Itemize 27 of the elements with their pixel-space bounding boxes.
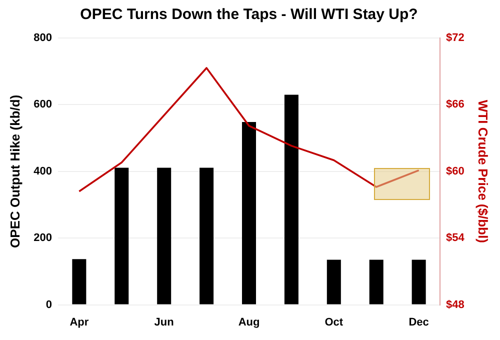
bar [284,94,298,304]
bar [72,259,86,304]
y2-tick-label: $48 [446,298,464,311]
y-tick-label: 400 [34,165,52,178]
bar [157,168,172,304]
y2-axis-title: WTI Crude Price ($/bbl) [476,100,491,243]
y-axis-title: OPEC Output Hike (kb/d) [7,94,22,248]
y2-tick-label: $54 [446,232,466,244]
x-tick-label: Oct [324,316,344,328]
x-tick-label: Apr [70,316,90,328]
chart-title: OPEC Turns Down the Taps - Will WTI Stay Up? [80,6,418,24]
bar [114,168,129,304]
y-tick-label: 0 [46,298,52,311]
y-tick-label: 600 [34,98,52,111]
y2-tick-label: $66 [446,98,464,111]
y2-tick-label: $60 [446,165,464,178]
x-tick-label: Dec [408,316,429,328]
y-tick-label: 200 [34,232,52,244]
bar [412,260,426,304]
y-tick-label: 800 [34,32,52,44]
bar [242,122,256,304]
bar [369,260,384,304]
bar [326,260,341,304]
x-tick-label: Jun [154,316,174,328]
y2-tick-label: $72 [446,32,464,44]
x-tick-label: Aug [238,316,260,328]
bar [200,168,214,304]
